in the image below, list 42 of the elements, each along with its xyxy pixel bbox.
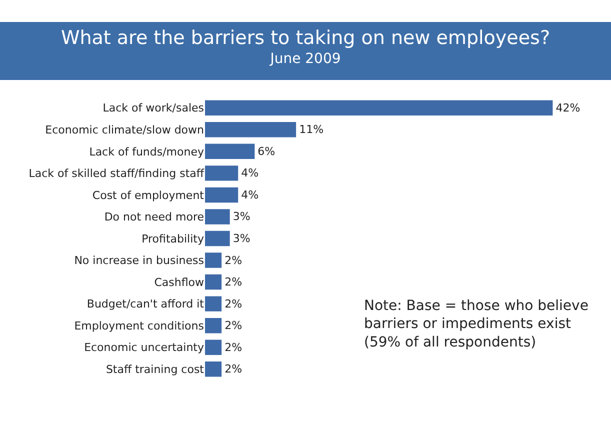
data-label: 2%	[224, 276, 242, 289]
data-label: 3%	[232, 210, 250, 224]
y-tick-label: No increase in business	[74, 254, 204, 268]
y-tick-label: Economic uncertainty	[84, 341, 204, 354]
data-label: 2%	[224, 297, 242, 310]
y-tick-label: Employment conditions	[74, 319, 204, 332]
chart-title: What are the barriers to taking on new employees?	[60, 27, 552, 49]
bar	[205, 187, 238, 203]
data-label: 42%	[556, 101, 580, 114]
bar	[205, 318, 222, 334]
bar	[205, 362, 222, 377]
bar	[205, 100, 553, 116]
bar	[205, 252, 222, 268]
y-tick-label: Staff training cost	[106, 362, 205, 376]
y-tick-label: Cost of employment	[92, 188, 205, 202]
y-tick-label: Lack of work/sales	[102, 102, 204, 115]
data-label: 2%	[224, 319, 242, 332]
bar	[205, 274, 222, 290]
y-tick-label: Lack of funds/money	[89, 145, 204, 158]
bar	[205, 122, 296, 138]
bar	[205, 144, 255, 160]
y-tick-label: Profitability	[142, 232, 204, 246]
annotation: Note: Base = those who believe barriers or impediments exist (59% of all respondents)	[364, 298, 588, 350]
data-label: 3%	[232, 232, 250, 245]
y-tick-label: Cashflow	[154, 276, 204, 289]
data-label: 2%	[224, 340, 242, 354]
data-label: 4%	[241, 166, 259, 180]
y-tick-label: Economic climate/slow down	[45, 124, 204, 136]
y-tick-label: Budget/can't afford it	[86, 298, 205, 311]
bar	[205, 166, 238, 181]
bar	[205, 296, 222, 312]
data-label: 11%	[299, 123, 324, 136]
data-label: 4%	[241, 188, 259, 202]
bar	[205, 340, 222, 355]
y-tick-label: Lack of skilled staff/finding staff	[28, 167, 204, 180]
y-tick-label: Do not need more	[104, 210, 204, 224]
chart-subtitle: June 2009	[268, 51, 342, 67]
bar	[205, 209, 230, 224]
data-label: 6%	[258, 144, 276, 158]
data-label: 2%	[224, 254, 242, 267]
bar	[205, 230, 230, 246]
data-label: 2%	[224, 362, 242, 376]
